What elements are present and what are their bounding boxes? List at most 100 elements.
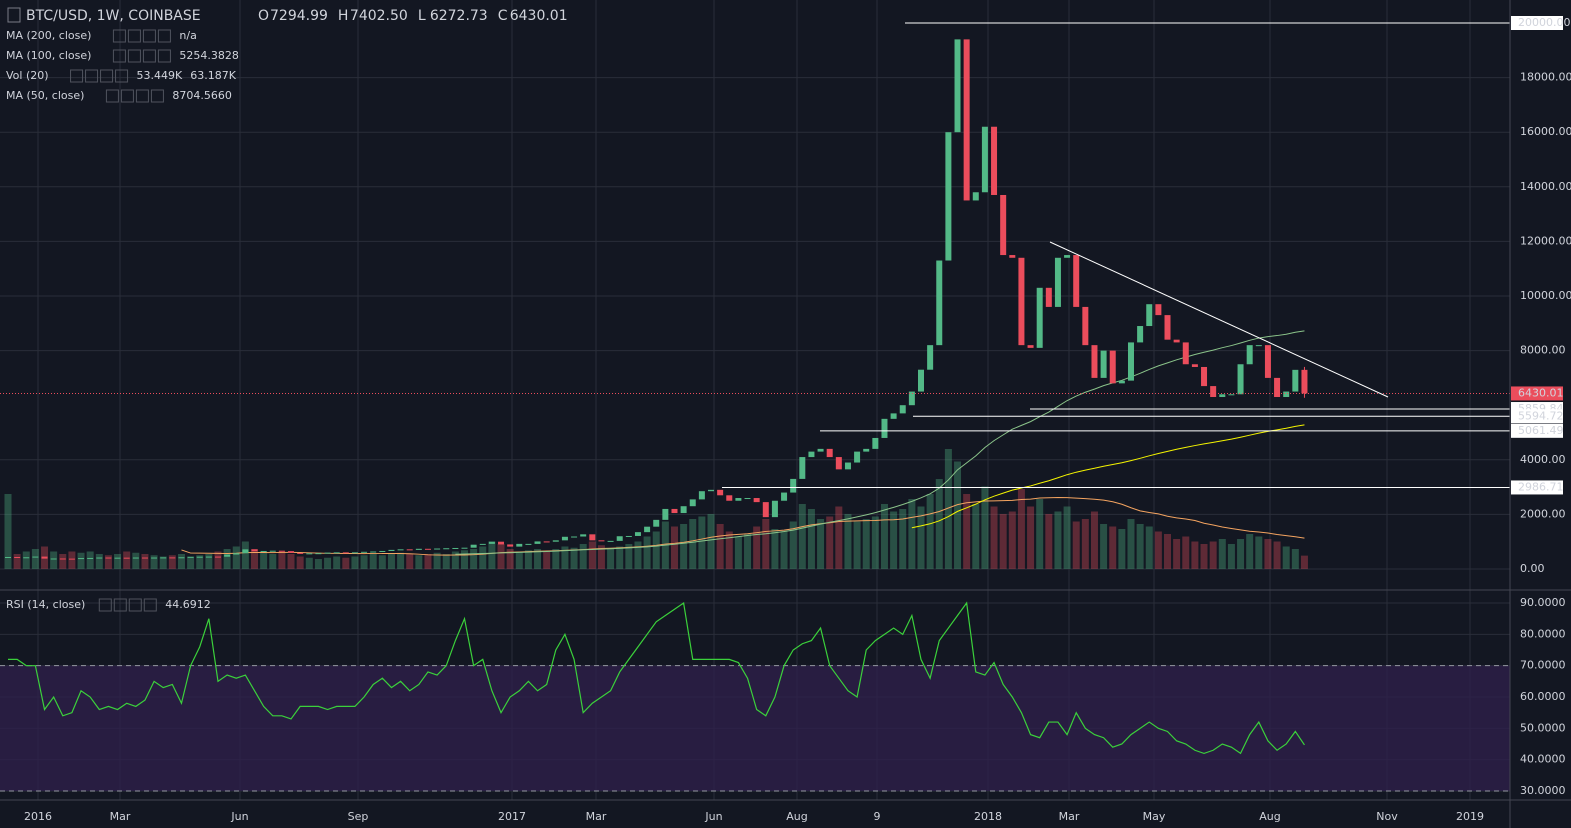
volume-bar: [990, 506, 998, 569]
candle: [1264, 345, 1271, 378]
volume-bar: [643, 536, 651, 569]
y-tick-label: 0.00: [1520, 562, 1545, 575]
volume-bar: [95, 554, 103, 569]
candle: [625, 535, 632, 537]
indicator-name[interactable]: Vol (20): [6, 69, 49, 82]
indicator-icon[interactable]: [135, 89, 149, 103]
volume-bar: [132, 552, 140, 569]
indicator-icon[interactable]: [85, 69, 99, 83]
indicator-icon[interactable]: [150, 89, 164, 103]
last-price-box: [1511, 386, 1563, 401]
volume-bar: [123, 551, 131, 569]
candle: [945, 132, 952, 261]
volume-bar: [579, 544, 587, 569]
candle: [50, 558, 57, 560]
volume-bar: [1300, 555, 1308, 569]
candle: [525, 543, 532, 545]
candle: [616, 536, 623, 541]
rsi-band: [0, 665, 1510, 791]
candle: [927, 345, 934, 370]
candle: [470, 544, 477, 548]
volume-bar: [13, 554, 21, 569]
candle: [370, 551, 377, 553]
indicator-name[interactable]: RSI (14, close): [6, 598, 85, 611]
candle: [187, 556, 194, 558]
candle: [1036, 287, 1043, 348]
volume-bar: [314, 559, 322, 569]
volume-bar: [1218, 539, 1226, 569]
candle: [1182, 342, 1189, 365]
volume-bar: [954, 461, 962, 569]
candle: [141, 557, 148, 559]
candle: [835, 457, 842, 470]
indicator-icon[interactable]: [142, 29, 156, 43]
volume-bar: [415, 555, 423, 569]
candle: [881, 418, 888, 438]
candle: [1100, 350, 1107, 378]
indicator-name[interactable]: MA (50, close): [6, 89, 84, 102]
candle: [379, 550, 386, 552]
candle: [826, 448, 833, 458]
candle: [1283, 391, 1290, 398]
axes: 0.00 2000.00 4000.00 8000.00 10000.00 12000.0…: [24, 16, 1571, 823]
candle: [443, 548, 450, 550]
indicator-icon[interactable]: [120, 89, 134, 103]
candle: [96, 557, 103, 559]
rsi-tick-label: 80.0000: [1520, 627, 1566, 640]
indicator-icon[interactable]: [115, 69, 129, 83]
indicator-icon[interactable]: [113, 598, 127, 612]
indicator-icon[interactable]: [142, 49, 156, 63]
x-tick-label: Jun: [230, 810, 248, 823]
indicator-icon[interactable]: [127, 49, 141, 63]
volume-bar: [753, 526, 761, 569]
indicator-icon[interactable]: [100, 69, 114, 83]
indicator-icon[interactable]: [70, 69, 84, 83]
indicator-icon[interactable]: [143, 598, 157, 612]
volume-bar: [1090, 511, 1098, 569]
candle: [388, 549, 395, 551]
indicator-name[interactable]: MA (100, close): [6, 49, 91, 62]
indicator-icon[interactable]: [98, 598, 112, 612]
candle: [890, 413, 897, 419]
volume-bar: [999, 514, 1007, 569]
candle: [634, 532, 641, 536]
volume-bar: [141, 554, 149, 569]
collapse-icon[interactable]: [7, 7, 21, 23]
level-label: 2986.71: [1518, 480, 1564, 493]
candle: [461, 547, 468, 549]
volume-bar: [1054, 511, 1062, 569]
volume-bar: [716, 524, 724, 569]
candle: [1018, 257, 1025, 346]
volume-bar: [378, 555, 386, 569]
candle: [1118, 380, 1125, 384]
volume-bar: [461, 550, 468, 569]
candle: [698, 491, 705, 500]
indicator-icon[interactable]: [105, 89, 119, 103]
indicator-icon[interactable]: [127, 29, 141, 43]
indicator-icon[interactable]: [157, 29, 171, 43]
candle: [607, 540, 614, 542]
volume-bar: [707, 514, 715, 569]
candle: [571, 536, 578, 538]
indicator-name[interactable]: MA (200, close): [6, 29, 91, 42]
indicator-icon[interactable]: [128, 598, 142, 612]
candle: [233, 553, 240, 555]
indicator-icon[interactable]: [157, 49, 171, 63]
volume-bar: [844, 514, 852, 569]
candle: [1228, 394, 1235, 396]
candle: [543, 541, 550, 543]
indicator-value: 63.187K: [190, 69, 236, 82]
volume-bar: [890, 511, 898, 569]
volume-bar: [333, 556, 341, 569]
candle: [196, 556, 203, 558]
volume-bar: [1191, 541, 1199, 569]
candle: [123, 557, 130, 559]
candle: [735, 498, 742, 501]
candle: [954, 39, 961, 133]
indicator-icon[interactable]: [112, 29, 126, 43]
symbol[interactable]: BTC/USD, 1W, COINBASE: [26, 8, 201, 24]
volume-bar: [588, 541, 596, 569]
indicator-icon[interactable]: [112, 49, 126, 63]
y-tick-label: 8000.00: [1520, 344, 1566, 357]
candle: [552, 540, 559, 542]
